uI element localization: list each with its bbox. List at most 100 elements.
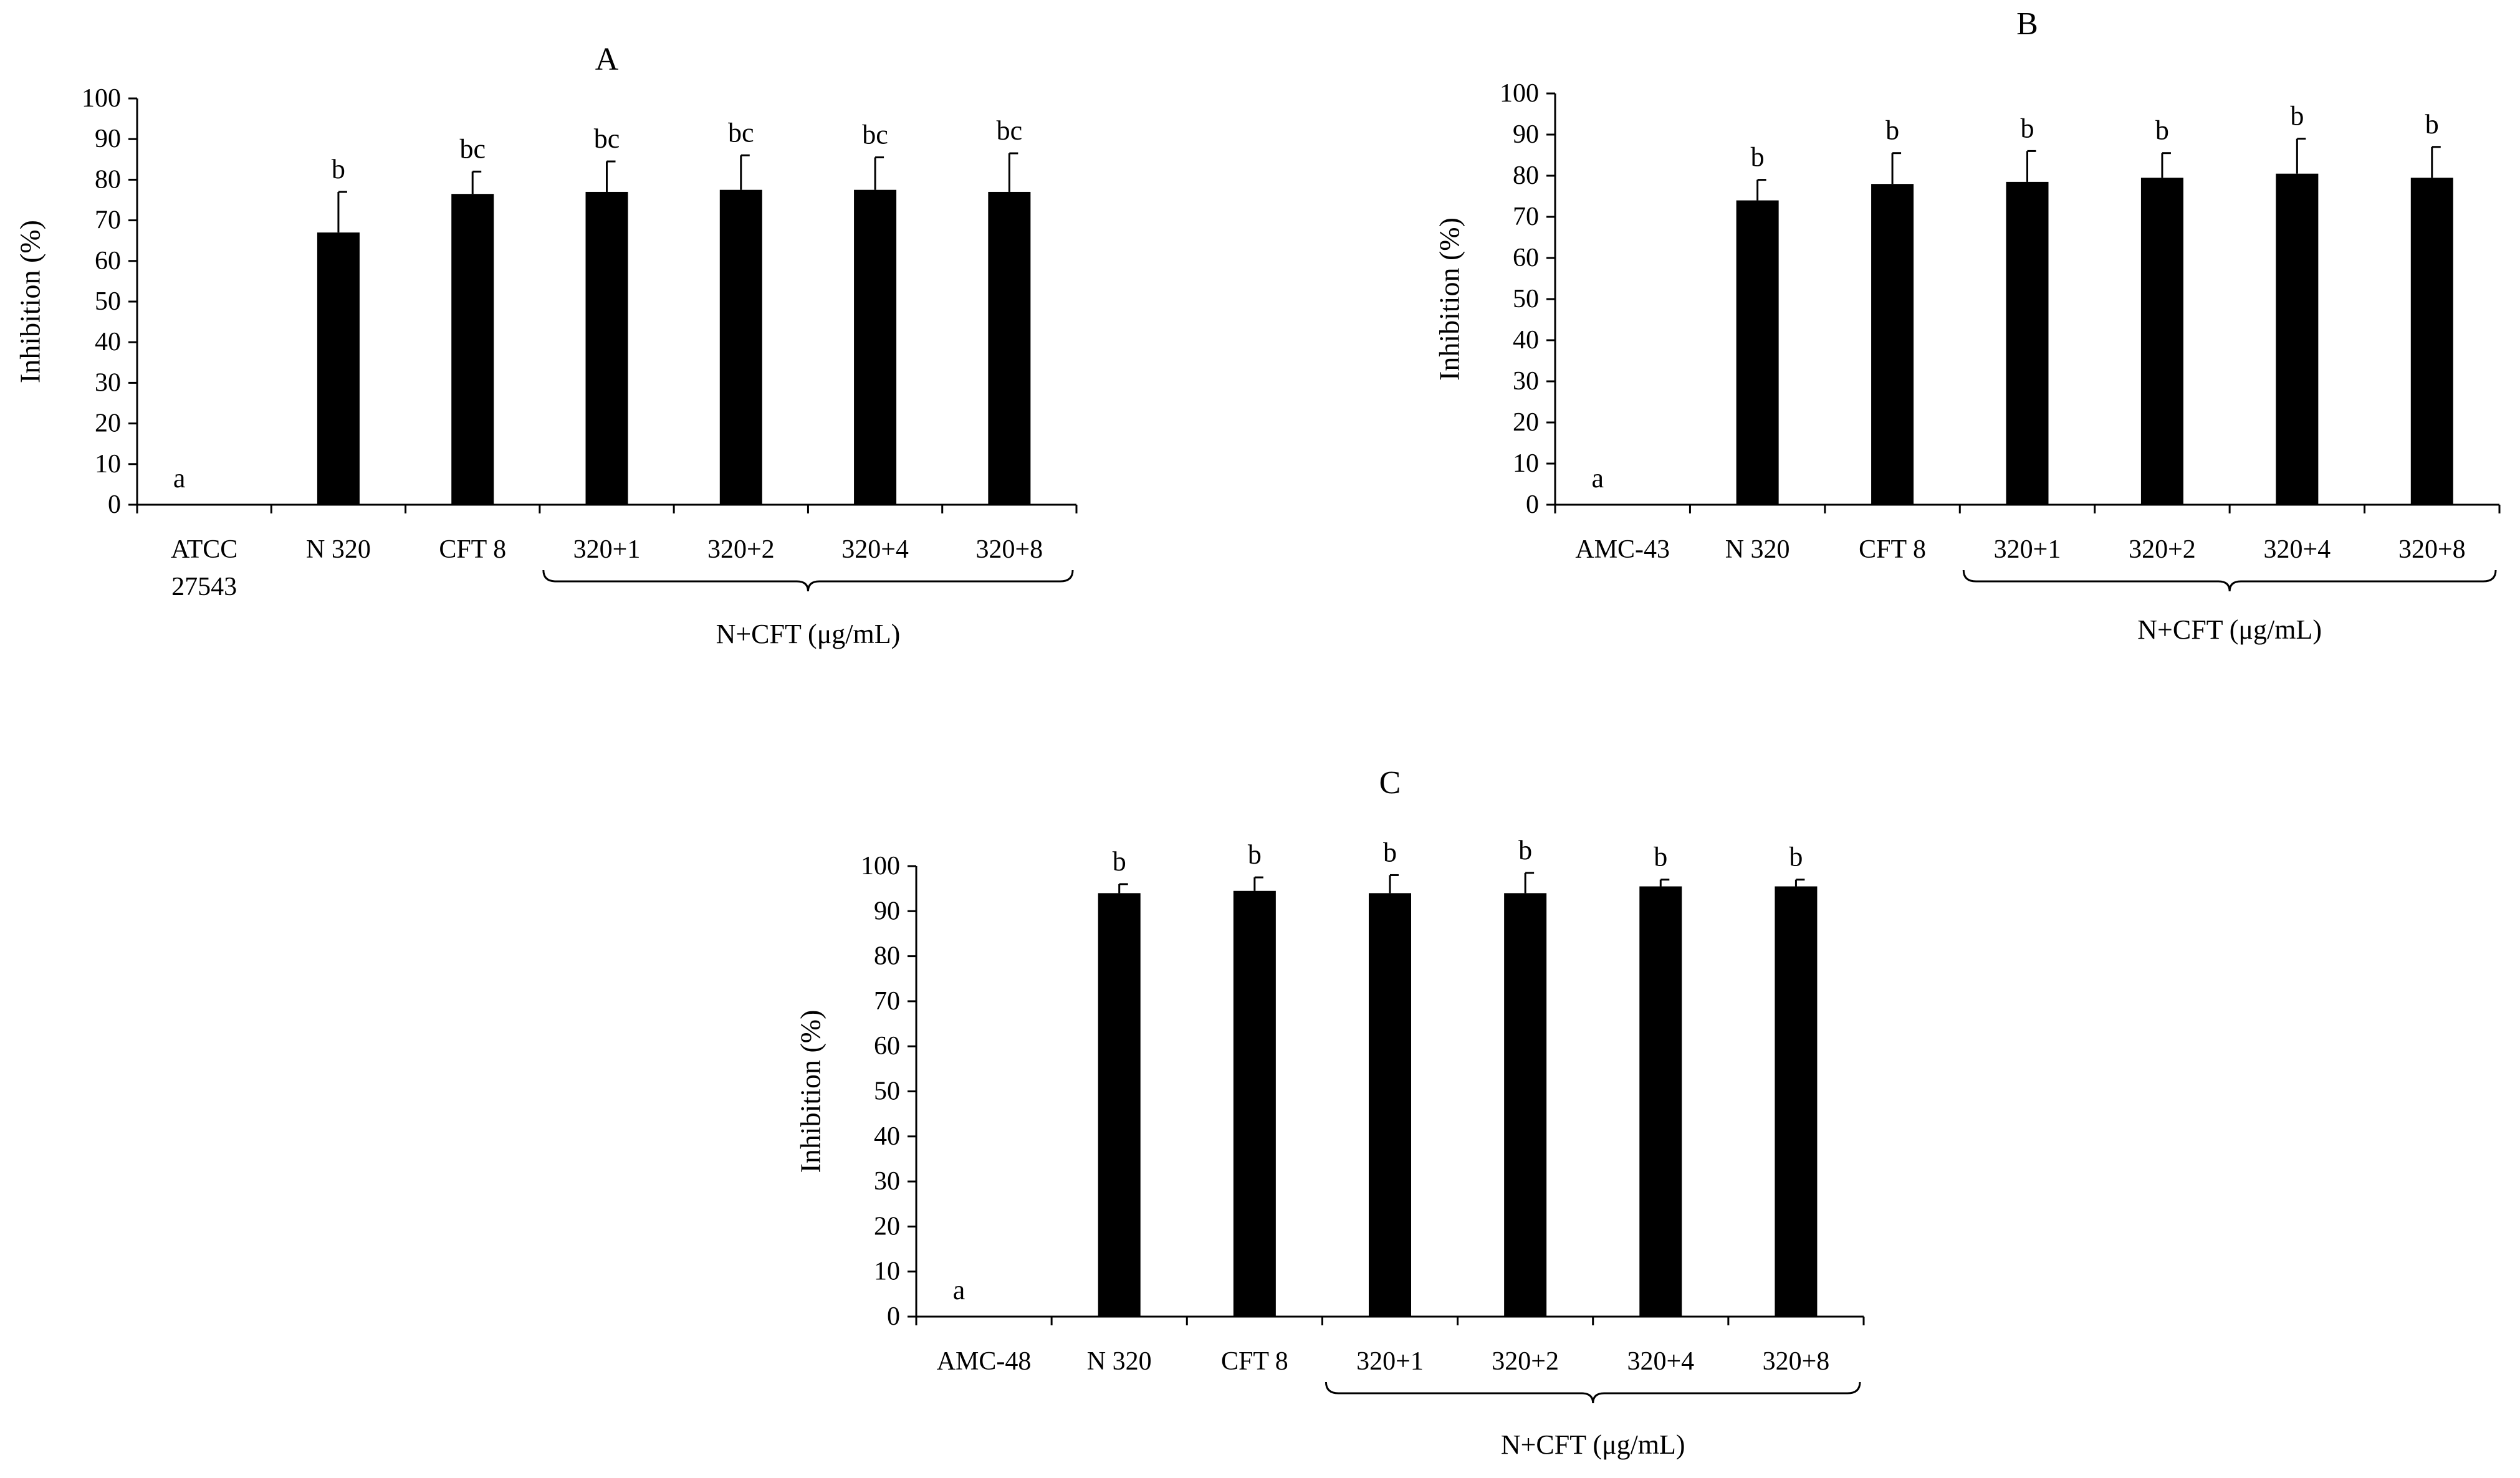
x-tick-label: ATCC xyxy=(171,535,237,564)
y-tick-label: 0 xyxy=(887,1302,900,1331)
y-tick-label: 70 xyxy=(1513,203,1539,231)
x-tick-label: 320+4 xyxy=(841,535,909,564)
chart-title: A xyxy=(595,42,619,77)
bar xyxy=(1775,886,1818,1317)
significance-label: b xyxy=(1885,115,1899,146)
x-tick-label: CFT 8 xyxy=(1221,1347,1288,1376)
y-tick-label: 100 xyxy=(861,852,900,880)
bar xyxy=(2140,178,2183,505)
y-tick-label: 40 xyxy=(874,1122,900,1151)
significance-label: b xyxy=(2155,115,2169,146)
x-tick-label: N 320 xyxy=(1725,535,1790,564)
panel-a: A Inhibition (%) 0 10 20 30 40 50 60 70 80 90 100 a AT… xyxy=(14,42,1078,649)
y-tick-label: 70 xyxy=(874,987,900,1016)
bar xyxy=(585,191,628,505)
y-tick-label: 30 xyxy=(874,1167,900,1196)
bar xyxy=(1736,200,1779,505)
significance-label: b xyxy=(2021,113,2034,143)
chart-title: C xyxy=(1379,765,1401,801)
group-label: N+CFT (μg/mL) xyxy=(716,619,901,649)
x-tick-label: 320+1 xyxy=(573,535,641,564)
bar xyxy=(719,189,762,505)
significance-label: b xyxy=(1789,842,1803,872)
group-bracket xyxy=(1962,570,2497,592)
x-tick-label: AMC-48 xyxy=(937,1347,1032,1376)
x-tick-label: 320+8 xyxy=(976,535,1043,564)
y-tick-label: 50 xyxy=(1513,285,1539,313)
x-tick-label: 320+2 xyxy=(707,535,775,564)
x-tick-label: 320+2 xyxy=(2129,535,2196,564)
y-tick-label: 80 xyxy=(1513,161,1539,190)
bar xyxy=(1504,893,1547,1317)
bar xyxy=(2276,173,2319,505)
y-tick-label: 100 xyxy=(1500,79,1539,108)
bar xyxy=(2410,178,2453,505)
significance-label: b xyxy=(1383,837,1397,867)
bar xyxy=(317,232,360,505)
significance-label: bc xyxy=(728,117,754,148)
x-tick-label: 320+4 xyxy=(2264,535,2331,564)
bar xyxy=(1369,893,1411,1317)
significance-label: bc xyxy=(459,133,486,164)
y-tick-label: 90 xyxy=(95,125,121,153)
y-axis-label: Inhibition (%) xyxy=(14,220,46,383)
y-axis-label: Inhibition (%) xyxy=(795,1010,826,1173)
group-bracket xyxy=(542,570,1074,592)
x-tick-label: CFT 8 xyxy=(1859,535,1926,564)
y-tick-label: 70 xyxy=(95,206,121,235)
x-tick-label: 320+1 xyxy=(1994,535,2061,564)
significance-label: a xyxy=(953,1275,965,1305)
y-tick-label: 80 xyxy=(95,165,121,194)
y-tick-label: 60 xyxy=(95,247,121,275)
y-tick-label: 80 xyxy=(874,942,900,971)
bar xyxy=(1871,184,1914,505)
x-tick-label: 320+8 xyxy=(1763,1347,1830,1376)
x-tick-label: 320+4 xyxy=(1627,1347,1694,1376)
y-tick-label: 30 xyxy=(1513,367,1539,396)
y-tick-label: 90 xyxy=(874,897,900,925)
y-tick-label: 10 xyxy=(1513,449,1539,478)
y-tick-label: 60 xyxy=(1513,244,1539,272)
x-tick-label: N 320 xyxy=(1087,1347,1152,1376)
y-tick-label: 20 xyxy=(874,1212,900,1241)
panel-b: B Inhibition (%) 0 10 20 30 40 50 60 70 80 90 100 a AM… xyxy=(1434,6,2501,645)
significance-label: bc xyxy=(997,115,1023,146)
significance-label: b xyxy=(2425,109,2439,140)
y-tick-label: 40 xyxy=(1513,326,1539,355)
y-tick-label: 50 xyxy=(874,1077,900,1106)
chart-title: B xyxy=(2016,6,2038,42)
bar xyxy=(1639,886,1682,1317)
significance-label: b xyxy=(1248,839,1262,870)
significance-label: a xyxy=(1591,463,1604,493)
significance-label: bc xyxy=(862,120,888,150)
y-tick-label: 20 xyxy=(1513,408,1539,437)
x-tick-label: AMC-43 xyxy=(1575,535,1670,564)
y-tick-label: 100 xyxy=(82,84,121,113)
y-tick-label: 50 xyxy=(95,287,121,316)
y-axis-label: Inhibition (%) xyxy=(1434,217,1465,381)
bar xyxy=(1233,890,1276,1317)
x-tick-label: N 320 xyxy=(306,535,371,564)
y-tick-label: 20 xyxy=(95,409,121,438)
bar xyxy=(451,194,494,505)
bar xyxy=(1098,893,1141,1317)
significance-label: b xyxy=(1113,846,1126,877)
y-tick-label: 10 xyxy=(874,1257,900,1286)
group-label: N+CFT (μg/mL) xyxy=(1501,1429,1685,1460)
significance-label: bc xyxy=(594,123,620,154)
panel-c: C Inhibition (%) 0 10 20 30 40 50 60 70 80 90 100 a AM… xyxy=(795,765,1865,1460)
y-tick-label: 30 xyxy=(95,368,121,397)
significance-label: b xyxy=(2290,101,2304,131)
significance-label: a xyxy=(173,463,186,493)
bar xyxy=(2006,181,2049,505)
y-tick-label: 0 xyxy=(1526,490,1539,519)
x-tick-label: 320+8 xyxy=(2398,535,2466,564)
group-label: N+CFT (μg/mL) xyxy=(2137,614,2322,645)
x-tick-label: 27543 xyxy=(171,573,237,601)
significance-label: b xyxy=(1518,835,1532,865)
y-tick-label: 90 xyxy=(1513,120,1539,149)
x-tick-label: CFT 8 xyxy=(439,535,506,564)
bar xyxy=(988,191,1031,505)
y-tick-label: 10 xyxy=(95,450,121,479)
